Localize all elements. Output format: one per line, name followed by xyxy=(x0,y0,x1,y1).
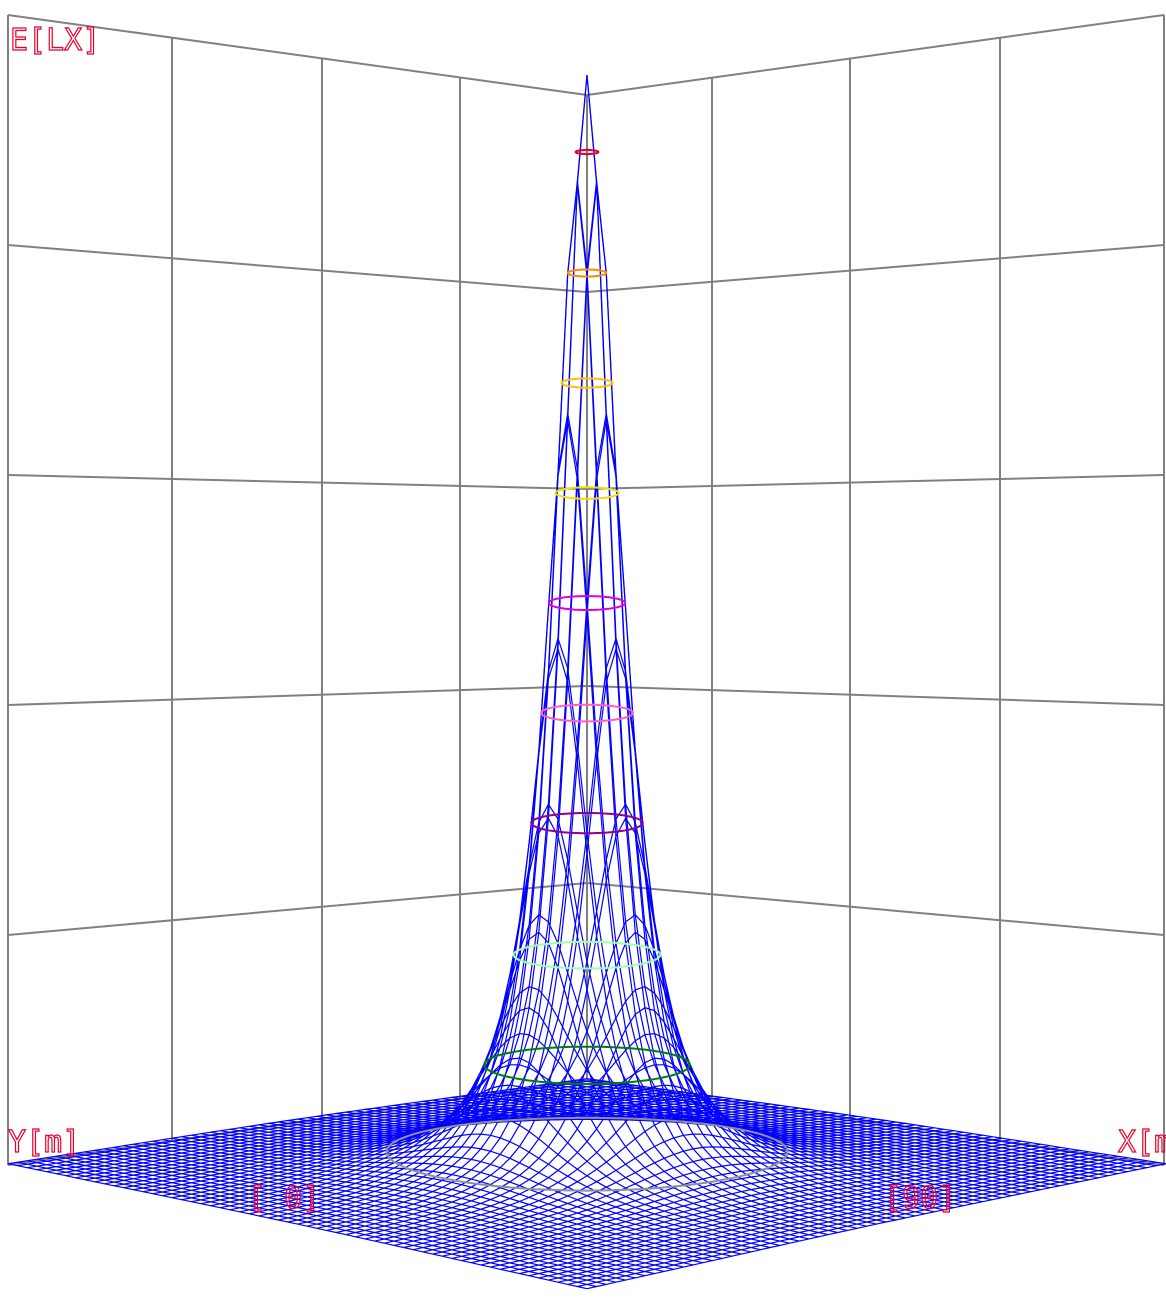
iso-line xyxy=(560,377,614,389)
mesh-line xyxy=(586,1163,1166,1290)
mesh-line xyxy=(538,1155,1118,1279)
iso-line xyxy=(385,1116,789,1192)
mesh-line xyxy=(307,180,887,1223)
mesh-line xyxy=(538,1084,1118,1175)
mesh-line xyxy=(500,1149,1080,1270)
mesh-line xyxy=(509,1088,1089,1181)
mesh-line xyxy=(7,1163,588,1290)
mesh-line xyxy=(94,1149,675,1270)
right-angle-label: [90] xyxy=(884,1181,956,1216)
left-axis-label: Y[m] xyxy=(8,1125,80,1160)
mesh-line xyxy=(75,1152,655,1275)
wall-grid-line xyxy=(586,14,1165,96)
iso-line xyxy=(574,148,600,156)
mesh-line xyxy=(316,413,896,1221)
wall-grid-line xyxy=(7,882,588,936)
mesh-line xyxy=(17,1161,597,1288)
left-angle-label: [ 0] xyxy=(248,1181,320,1216)
wall-grid-line xyxy=(7,14,588,96)
vertical-axis-label: E[LX] xyxy=(10,23,100,58)
mesh-line xyxy=(85,1151,665,1272)
wall-grid-line xyxy=(7,685,588,706)
mesh-line xyxy=(46,1157,626,1281)
mesh-line xyxy=(56,1084,636,1175)
wall-grid-line xyxy=(586,474,1165,490)
right-axis-label: X[m] xyxy=(1118,1125,1166,1160)
back-walls xyxy=(7,14,1165,1166)
mesh-line xyxy=(519,1152,1099,1275)
mesh-line xyxy=(278,413,858,1221)
iso-line xyxy=(530,812,644,835)
wall-grid-line xyxy=(7,244,588,293)
mesh-line xyxy=(104,1148,684,1268)
wall-grid-line xyxy=(7,474,588,490)
wall-grid-line xyxy=(586,244,1165,293)
mesh-line xyxy=(36,1158,617,1283)
mesh-line xyxy=(27,1160,607,1285)
iso-line xyxy=(512,940,662,970)
mesh-line xyxy=(577,1161,1157,1288)
mesh-line xyxy=(56,1155,636,1279)
mesh-line xyxy=(528,1154,1109,1277)
mesh-line xyxy=(490,1148,1070,1268)
iso-lines xyxy=(385,148,789,1192)
mesh-line xyxy=(65,1154,646,1277)
iso-line xyxy=(547,595,627,611)
mesh-line xyxy=(249,913,829,1215)
mesh-line xyxy=(548,1157,1128,1281)
wall-grid-line xyxy=(586,882,1165,936)
surface-mesh xyxy=(7,74,1166,1290)
mesh-line xyxy=(557,1158,1138,1283)
iso-line xyxy=(539,703,635,723)
wall-grid-line xyxy=(586,685,1165,706)
mesh-line xyxy=(345,913,925,1215)
mesh-line xyxy=(287,180,867,1223)
iso-line xyxy=(554,486,620,500)
iso-line xyxy=(483,1045,691,1086)
iso-line xyxy=(566,268,608,278)
mesh-line xyxy=(567,1160,1147,1285)
mesh-line xyxy=(509,1151,1089,1272)
